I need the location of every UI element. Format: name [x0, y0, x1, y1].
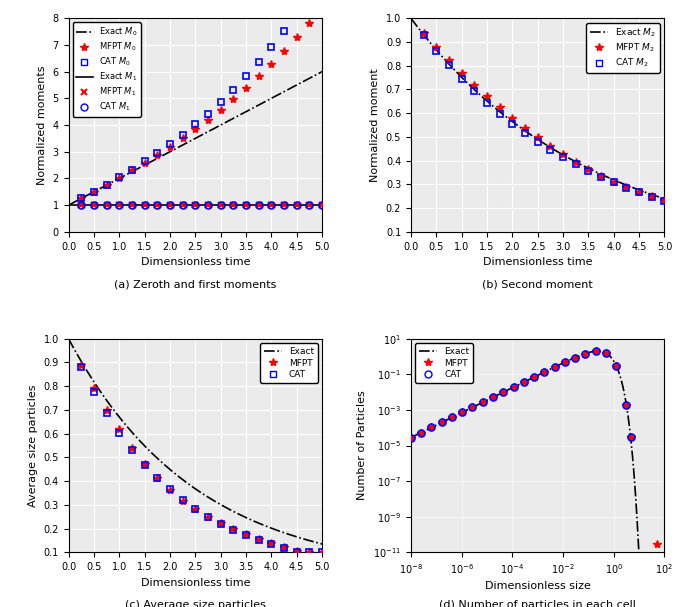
Title: (b) Second moment: (b) Second moment	[482, 280, 593, 290]
Legend: Exact $M_0$, MFPT $M_0$, CAT $M_0$, Exact $M_1$, MFPT $M_1$, CAT $M_1$: Exact $M_0$, MFPT $M_0$, CAT $M_0$, Exac…	[73, 22, 141, 117]
Legend: Exact, MFPT, CAT: Exact, MFPT, CAT	[260, 343, 318, 383]
Title: (c) Average size particles: (c) Average size particles	[125, 600, 266, 607]
Y-axis label: Normalized moment: Normalized moment	[370, 68, 380, 182]
Y-axis label: Normalized moments: Normalized moments	[37, 66, 47, 185]
Legend: Exact, MFPT, CAT: Exact, MFPT, CAT	[415, 343, 473, 383]
Y-axis label: Number of Particles: Number of Particles	[358, 391, 367, 500]
X-axis label: Dimensionless time: Dimensionless time	[140, 257, 250, 267]
Y-axis label: Average size particles: Average size particles	[28, 384, 38, 507]
X-axis label: Dimensionless time: Dimensionless time	[483, 257, 593, 267]
X-axis label: Dimensionless size: Dimensionless size	[485, 582, 590, 591]
Legend: Exact $M_2$, MFPT $M_2$, CAT $M_2$: Exact $M_2$, MFPT $M_2$, CAT $M_2$	[586, 22, 660, 73]
Title: (a) Zeroth and first moments: (a) Zeroth and first moments	[114, 280, 277, 290]
Title: (d) Number of particles in each cell: (d) Number of particles in each cell	[439, 600, 636, 607]
X-axis label: Dimensionless time: Dimensionless time	[140, 578, 250, 588]
